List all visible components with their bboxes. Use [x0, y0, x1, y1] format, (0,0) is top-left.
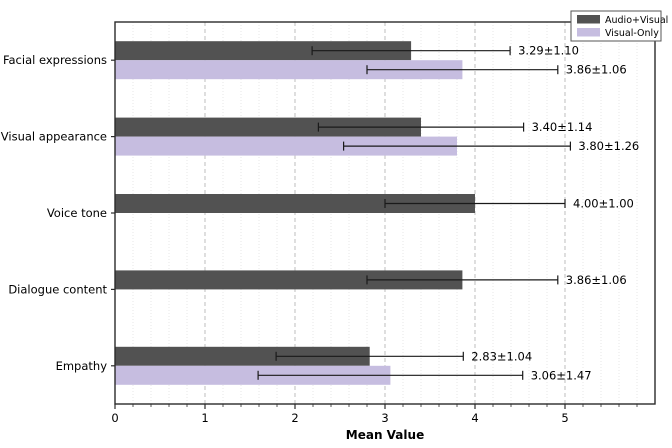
ytick-label-empathy: Empathy [56, 359, 108, 373]
ytick-label-facial-expressions: Facial expressions [3, 53, 107, 67]
legend-label-audio-visual: Audio+Visual [605, 15, 668, 26]
xtick-label-3: 3 [381, 411, 388, 425]
annotation-audio-visual-voice-tone: 4.00±1.00 [573, 197, 634, 211]
bar-audio-visual-empathy [115, 346, 370, 366]
annotation-audio-visual-dialogue-content: 3.86±1.06 [566, 273, 627, 287]
ytick-label-visual-appearance: Visual appearance [1, 130, 107, 144]
bar-visual-only-visual-appearance [115, 136, 457, 156]
xtick-label-0: 0 [111, 411, 118, 425]
annotation-audio-visual-empathy: 2.83±1.04 [471, 349, 532, 363]
bar-audio-visual-visual-appearance [115, 117, 421, 137]
annotation-audio-visual-facial-expressions: 3.29±1.10 [518, 44, 579, 58]
bar-audio-visual-dialogue-content [115, 270, 463, 290]
legend-swatch-audio-visual [577, 15, 600, 24]
bar-audio-visual-facial-expressions [115, 41, 412, 61]
bar-audio-visual-voice-tone [115, 194, 475, 213]
xtick-label-1: 1 [201, 411, 208, 425]
ytick-label-dialogue-content: Dialogue content [8, 282, 107, 296]
xtick-label-2: 2 [291, 411, 298, 425]
bar-visual-only-empathy [115, 365, 391, 385]
xtick-label-4: 4 [471, 411, 478, 425]
annotation-audio-visual-visual-appearance: 3.40±1.14 [532, 120, 593, 134]
legend-swatch-visual-only [577, 28, 600, 37]
ytick-label-voice-tone: Voice tone [47, 206, 107, 220]
annotation-visual-only-visual-appearance: 3.80±1.26 [578, 139, 639, 153]
x-axis-label: Mean Value [346, 428, 424, 442]
xtick-label-5: 5 [561, 411, 568, 425]
annotation-visual-only-facial-expressions: 3.86±1.06 [566, 63, 627, 77]
bar-visual-only-facial-expressions [115, 60, 463, 80]
legend-label-visual-only: Visual-Only [605, 28, 659, 39]
annotation-visual-only-empathy: 3.06±1.47 [531, 368, 592, 382]
